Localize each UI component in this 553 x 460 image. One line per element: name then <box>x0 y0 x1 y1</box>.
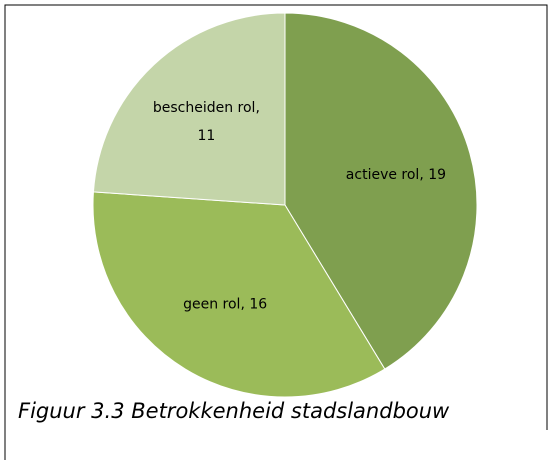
frame <box>4 4 548 460</box>
pie-slice <box>92 191 386 398</box>
pie-slice <box>92 12 286 206</box>
pie-slice <box>284 12 478 370</box>
data-label: actieve rol, 19 <box>346 167 446 183</box>
data-label: geen rol, 16 <box>183 296 267 312</box>
data-label: bescheiden rol, 11 <box>153 100 260 144</box>
caption: Figuur 3.3 Betrokkenheid stadslandbouw <box>18 399 450 423</box>
